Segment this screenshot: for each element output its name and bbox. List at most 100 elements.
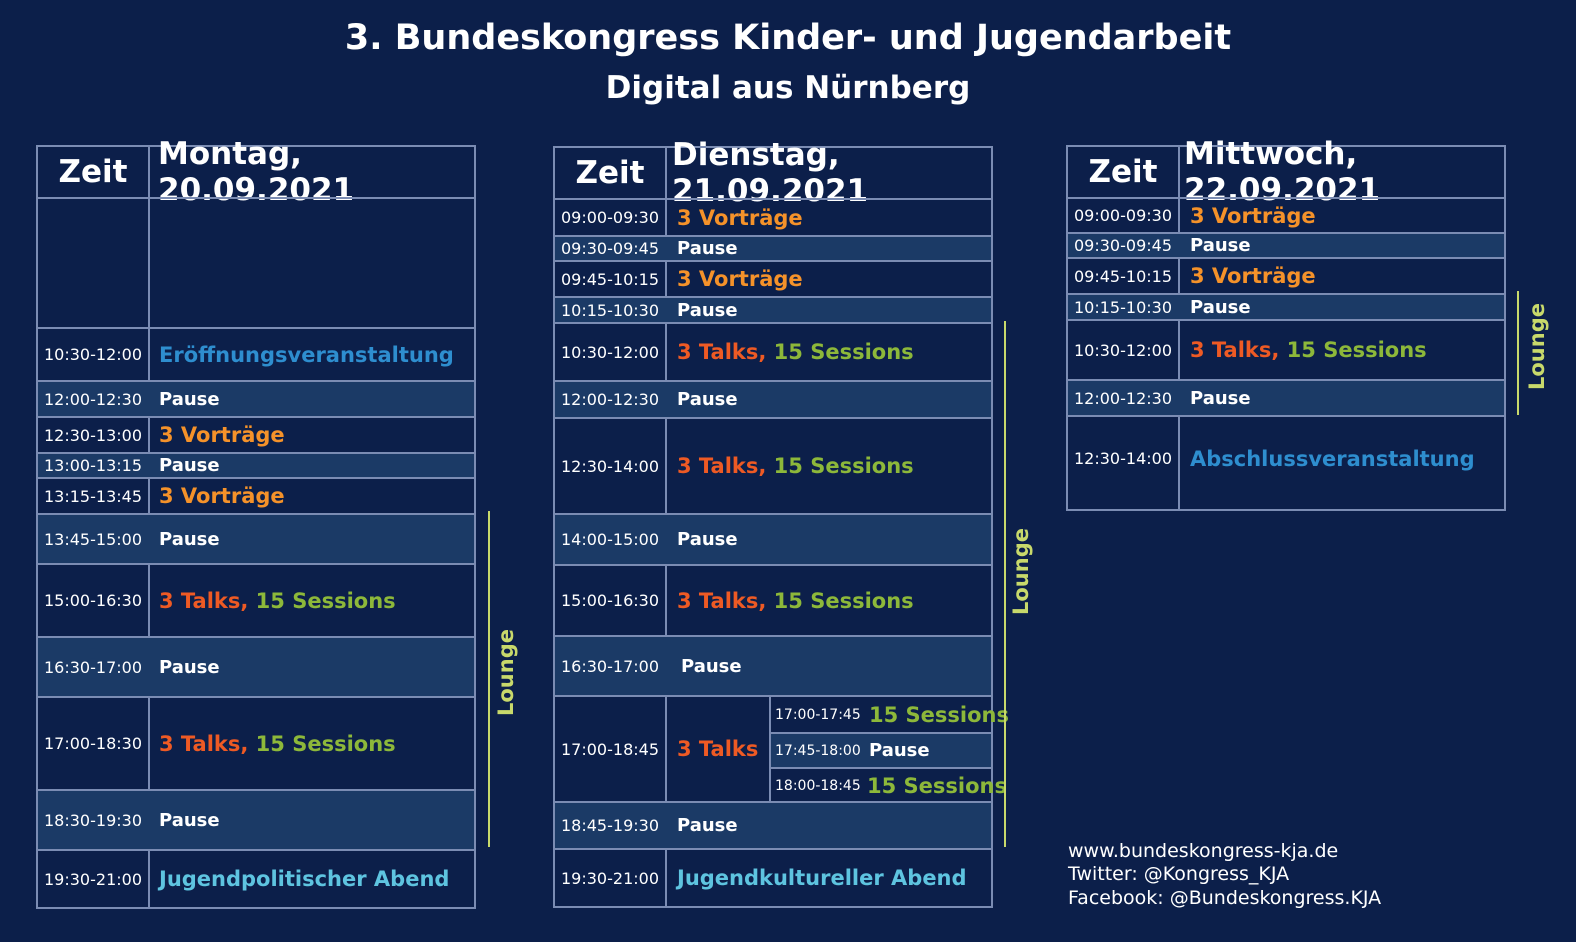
time-label: 19:30-21:00	[44, 869, 142, 889]
footer-website[interactable]: www.bundeskongress-kja.de	[1068, 840, 1339, 862]
time-label: 19:30-21:00	[561, 868, 659, 888]
pause-row: 13:45-15:00 Pause	[38, 513, 474, 563]
pause-row: 12:00-12:30 Pause	[555, 380, 991, 417]
schedule-row: 15:00-16:30 3 Talks, 15 Sessions	[555, 564, 991, 635]
pause-label: Pause	[869, 740, 930, 761]
opening-event: Eröffnungsveranstaltung	[159, 342, 454, 367]
time-label: 17:00-18:30	[44, 734, 142, 753]
vortraege-label: 3 Vorträge	[677, 205, 803, 230]
time-label: 12:00-12:30	[1074, 388, 1172, 408]
time-label: 09:00-09:30	[561, 208, 659, 227]
time-label: 09:00-09:30	[1074, 206, 1172, 225]
time-label: 10:30-12:00	[561, 342, 659, 362]
schedule-row: 09:45-10:15 3 Vorträge	[555, 260, 991, 296]
footer-facebook[interactable]: Facebook: @Bundeskongress.KJA	[1068, 887, 1382, 909]
talks-label: 3 Talks,	[677, 588, 767, 613]
time-label: 10:15-10:30	[1074, 297, 1172, 317]
lounge-label: Lounge	[1525, 303, 1549, 390]
time-label: 16:30-17:00	[44, 657, 142, 677]
talks-label: 3 Talks,	[159, 588, 249, 613]
page-subtitle: Digital aus Nürnberg	[605, 70, 971, 106]
time-label: 13:00-13:15	[44, 456, 142, 475]
time-label: 10:15-10:30	[561, 300, 659, 320]
closing-event: Abschlussveranstaltung	[1190, 447, 1475, 471]
lounge-bar	[488, 511, 490, 847]
schedule-row: 09:00-09:30 3 Vorträge	[1068, 197, 1504, 232]
pause-label: Pause	[677, 238, 738, 259]
time-label: 10:30-12:00	[1074, 340, 1172, 360]
sub-column-divider	[769, 697, 771, 801]
time-label: 10:30-12:00	[44, 345, 142, 364]
evening-event: Jugendpolitischer Abend	[159, 867, 450, 891]
pause-label: Pause	[677, 815, 738, 836]
vortraege-label: 3 Vorträge	[159, 484, 285, 508]
sub-row: 17:00-17:45 15 Sessions	[771, 697, 1009, 732]
footer-twitter[interactable]: Twitter: @Kongress_KJA	[1068, 863, 1290, 885]
pause-label: Pause	[159, 809, 220, 831]
pause-label: Pause	[159, 455, 220, 476]
talks-only-label: 3 Talks	[677, 737, 759, 761]
time-label: 09:45-10:15	[1074, 266, 1172, 286]
talks-sessions: 3 Talks, 15 Sessions	[677, 419, 914, 513]
sub-time-label: 17:45-18:00	[775, 742, 861, 759]
schedule-row: 12:30-13:00 3 Vorträge	[38, 416, 474, 452]
time-label: 09:45-10:15	[561, 269, 659, 289]
wednesday-schedule-table: Zeit Mittwoch, 22.09.2021 09:00-09:30 3 …	[1066, 136, 1506, 511]
pause-label: Pause	[681, 655, 742, 677]
schedule-row: 19:30-21:00 Jugendkultureller Abend	[555, 848, 991, 906]
vortraege-label: 3 Vorträge	[159, 423, 285, 447]
talks-sessions: 3 Talks, 15 Sessions	[1190, 321, 1427, 379]
pause-label: Pause	[1190, 235, 1251, 256]
lounge-bar	[1004, 321, 1006, 847]
time-label: 17:00-18:45	[561, 739, 659, 759]
talks-sessions: 3 Talks, 15 Sessions	[159, 565, 396, 636]
sessions-label: 15 Sessions	[255, 731, 396, 756]
time-label: 12:00-12:30	[561, 390, 659, 409]
header-day-wednesday: Mittwoch, 22.09.2021	[1184, 136, 1381, 208]
time-label: 12:30-14:00	[561, 456, 659, 476]
vortraege-label: 3 Vorträge	[1190, 203, 1316, 228]
time-label: 15:00-16:30	[561, 591, 659, 610]
pause-label: Pause	[677, 529, 738, 550]
pause-label: Pause	[159, 528, 220, 550]
time-label: 09:30-09:45	[1074, 236, 1172, 255]
sub-pause-row: 17:45-18:00 Pause	[771, 732, 991, 767]
pause-row: 12:00-12:30 Pause	[38, 380, 474, 416]
schedule-row-split: 17:00-18:45 3 Talks 17:00-17:45 15 Sessi…	[555, 695, 1009, 803]
time-label: 12:00-12:30	[44, 389, 142, 409]
time-label: 14:00-15:00	[561, 530, 659, 549]
pause-label: Pause	[677, 299, 738, 321]
talks-label: 3 Talks,	[1190, 338, 1280, 362]
pause-row: 14:00-15:00 Pause	[555, 513, 991, 564]
lounge-label: Lounge	[494, 629, 518, 716]
column-divider	[1178, 147, 1180, 509]
pause-row: 12:00-12:30 Pause	[1068, 379, 1504, 415]
lounge-label: Lounge	[1009, 528, 1033, 615]
schedule-row: 10:30-12:00 3 Talks, 15 Sessions	[1068, 319, 1504, 379]
sub-row: 18:00-18:45 15 Sessions	[771, 767, 1007, 803]
header-zeit: Zeit	[1088, 154, 1158, 190]
lounge-bar	[1517, 291, 1519, 415]
pause-row: 09:30-09:45 Pause	[555, 235, 991, 260]
pause-row: 18:45-19:30 Pause	[555, 801, 991, 848]
time-label: 12:30-14:00	[1074, 448, 1172, 468]
sessions-label: 15 Sessions	[867, 774, 1007, 798]
sessions-label: 15 Sessions	[773, 588, 914, 613]
pause-row: 16:30-17:00 Pause	[555, 635, 991, 695]
sessions-label: 15 Sessions	[869, 702, 1009, 727]
schedule-row: 09:45-10:15 3 Vorträge	[1068, 257, 1504, 293]
sessions-label: 15 Sessions	[255, 588, 396, 613]
time-label: 15:00-16:30	[44, 591, 142, 610]
schedule-row: 15:00-16:30 3 Talks, 15 Sessions	[38, 563, 474, 636]
schedule-row: 09:00-09:30 3 Vorträge	[555, 198, 991, 235]
schedule-row: 13:15-13:45 3 Vorträge	[38, 477, 474, 513]
time-label: 12:30-13:00	[44, 425, 142, 445]
empty-row	[38, 197, 474, 327]
schedule-row: 19:30-21:00 Jugendpolitischer Abend	[38, 849, 474, 907]
tuesday-schedule-table: Zeit Dienstag, 21.09.2021 09:00-09:30 3 …	[553, 137, 1009, 908]
schedule-row: 10:30-12:00 Eröffnungsveranstaltung	[38, 327, 474, 380]
pause-row: 10:15-10:30 Pause	[555, 296, 991, 322]
monday-schedule-table: Zeit Montag, 20.09.2021 10:30-12:00 Eröf…	[36, 136, 476, 909]
talks-label: 3 Talks,	[677, 454, 767, 478]
pause-label: Pause	[677, 389, 738, 410]
